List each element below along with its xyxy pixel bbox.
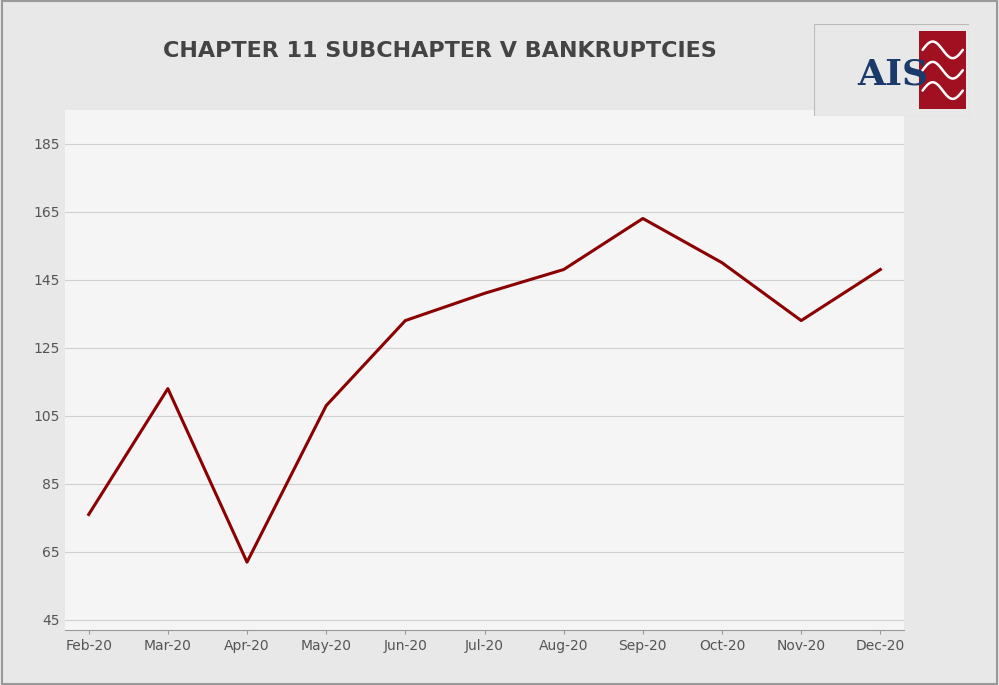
Text: AIS: AIS [857, 58, 928, 92]
FancyBboxPatch shape [919, 32, 966, 109]
FancyBboxPatch shape [814, 24, 969, 116]
Text: CHAPTER 11 SUBCHAPTER V BANKRUPTCIES: CHAPTER 11 SUBCHAPTER V BANKRUPTCIES [163, 41, 716, 62]
